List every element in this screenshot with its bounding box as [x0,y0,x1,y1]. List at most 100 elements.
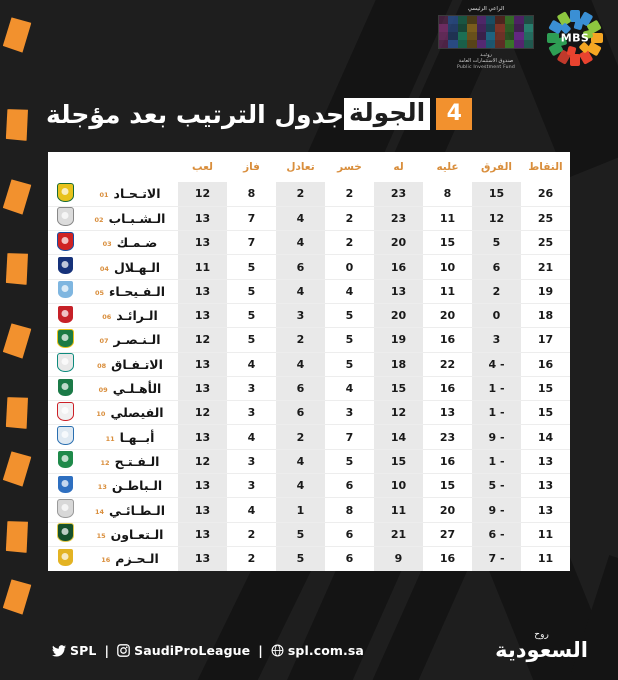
cell-team[interactable]: الـفـتـح 12 [82,449,178,474]
cell-goals-against: 15 [439,236,456,250]
standings-table-container: النقاط الفرق عليه له خسر تعادل فاز لعب 2… [48,152,570,571]
edge-decoration-marks [0,0,46,680]
cell-draw: 1 [276,497,325,523]
table-row[interactable]: 17 3 16 19 5 2 5 12 الـنـصـر 07 [48,327,570,353]
table-row[interactable]: 25 5 15 20 2 4 7 13 ضـمـك 03 [48,230,570,255]
cell-team[interactable]: الـفـيحـاء 05 [82,279,178,304]
website-handle[interactable]: spl.com.sa [271,643,364,658]
cell-team[interactable]: ضـمـك 03 [82,230,178,255]
cell-team[interactable]: أبــهـا 11 [82,424,178,450]
social-footer: SPL | SaudiProLeague | spl.com.sa [52,643,364,658]
team-name: الـتعـاون [110,526,164,542]
cell-points: 17 [537,333,554,347]
table-row[interactable]: 16 - 4 22 18 5 4 4 13 الاتـفـاق 08 [48,352,570,377]
instagram-handle[interactable]: SaudiProLeague [117,643,250,658]
pif-pattern-cell [495,16,505,24]
rank-number: 16 [101,556,111,565]
table-row[interactable]: 13 - 5 15 10 6 4 3 13 الـباطـن 13 [48,473,570,498]
cell-team[interactable]: الأهـلـي 09 [82,376,178,401]
cell-lost: 6 [345,552,354,566]
footer-separator: | [258,643,263,658]
cell-goals-against: 16 [439,382,456,396]
cell-crest [48,206,82,231]
cell-team[interactable]: الاتـفـاق 08 [82,352,178,377]
twitter-handle[interactable]: SPL [52,643,96,658]
cell-goals-for: 19 [374,327,423,353]
table-row[interactable]: 26 15 8 23 2 2 8 12 الاتـحـاد 01 [48,182,570,207]
table-row[interactable]: 11 - 7 16 9 6 5 2 13 الـحـزم 16 [48,546,570,571]
cell-goals-for: 20 [374,230,423,255]
cell-draw: 2 [276,424,325,450]
pif-pattern-cell [476,24,486,32]
cell-draw: 3 [276,303,325,328]
pif-wordmark-text: روئيـد [480,52,492,58]
globe-icon [271,644,284,657]
cell-played: 13 [178,279,227,304]
sponsor-caption: الراعي الرئيسي [467,6,505,12]
table-row[interactable]: 18 0 20 20 5 3 5 13 الـرائـد 06 [48,303,570,328]
cell-points: 13 [537,454,554,468]
team-crest-icon [56,499,74,518]
table-row[interactable]: 19 2 11 13 4 4 5 13 الـفـيحـاء 05 [48,279,570,304]
cell-lost: 2 [345,187,354,201]
cell-draw: 6 [276,400,325,425]
team-crest-icon [56,426,74,446]
pif-pattern-cell [514,40,524,48]
cell-crest [48,546,82,571]
team-name: الفيصلي [110,405,164,421]
column-header-team [82,152,178,182]
cell-goals-for: 9 [374,546,423,571]
cell-team[interactable]: الـحـزم 16 [82,546,178,571]
cell-goal-diff: - 9 [472,497,521,523]
cell-goals-for: 14 [374,424,423,450]
website-text: spl.com.sa [287,643,364,658]
pif-pattern-cell [504,32,515,40]
cell-draw: 2 [276,327,325,353]
table-row[interactable]: 13 - 1 16 15 5 4 3 12 الـفـتـح 12 [48,449,570,474]
cell-goals-against: 22 [439,357,456,371]
cell-played: 13 [178,424,227,450]
cell-crest [48,230,82,255]
cell-lost: 2 [345,236,354,250]
cell-goals-for: 23 [374,182,423,207]
table-row[interactable]: 15 - 1 16 15 4 6 3 13 الأهـلـي 09 [48,376,570,401]
cell-draw: 5 [276,546,325,571]
table-row[interactable]: 11 - 6 27 21 6 5 2 13 الـتعـاون 15 [48,522,570,547]
team-crest-icon [56,256,74,276]
cell-team[interactable]: الاتـحـاد 01 [82,182,178,207]
cell-team[interactable]: الفيصلي 10 [82,400,178,425]
edge-mark [2,17,31,54]
table-row[interactable]: 15 - 1 13 12 3 6 3 12 الفيصلي 10 [48,400,570,425]
cell-team[interactable]: الـباطـن 13 [82,473,178,498]
cell-crest [48,449,82,474]
pif-pattern-cell [476,16,486,24]
pif-pattern-cell [467,24,477,32]
cell-team[interactable]: الـشـبـاب 02 [82,206,178,231]
cell-team[interactable]: الـرائـد 06 [82,303,178,328]
column-header-goals-against: عليه [423,152,472,182]
cell-goals-against: 20 [439,503,456,517]
cell-lost: 3 [345,406,354,420]
table-row[interactable]: 21 6 10 16 0 6 5 11 الـهـلال 04 [48,254,570,280]
cell-draw: 4 [276,230,325,255]
instagram-handle-text: SaudiProLeague [134,643,251,658]
team-crest-icon [56,353,74,373]
cell-draw: 5 [276,522,325,547]
table-row[interactable]: 14 - 9 23 14 7 2 4 13 أبــهـا 11 [48,424,570,450]
standings-table-body: 26 15 8 23 2 2 8 12 الاتـحـاد01 25 12 11 23 2 4 7 13 الـش… [48,182,570,571]
table-row[interactable]: 25 12 11 23 2 4 7 13 الـشـبـاب 02 [48,206,570,231]
cell-played: 12 [178,182,227,207]
cell-team[interactable]: الـتعـاون 15 [82,522,178,547]
cell-points: 19 [537,284,554,298]
cell-played: 13 [178,352,227,377]
cell-team[interactable]: الـطـائـي 14 [82,497,178,523]
cell-goal-diff: - 7 [472,546,521,571]
table-row[interactable]: 13- 9 20 11 8 1 4 13 الـطـائـي14 [48,497,570,523]
cell-team[interactable]: الـنـصـر 07 [82,327,178,353]
edge-mark [2,518,32,555]
cell-goals-against: 11 [439,284,456,298]
pif-pattern-cell [504,16,515,24]
pif-pattern-cell [504,24,515,32]
cell-team[interactable]: الـهـلال 04 [82,254,178,280]
cell-points: 18 [537,309,554,323]
